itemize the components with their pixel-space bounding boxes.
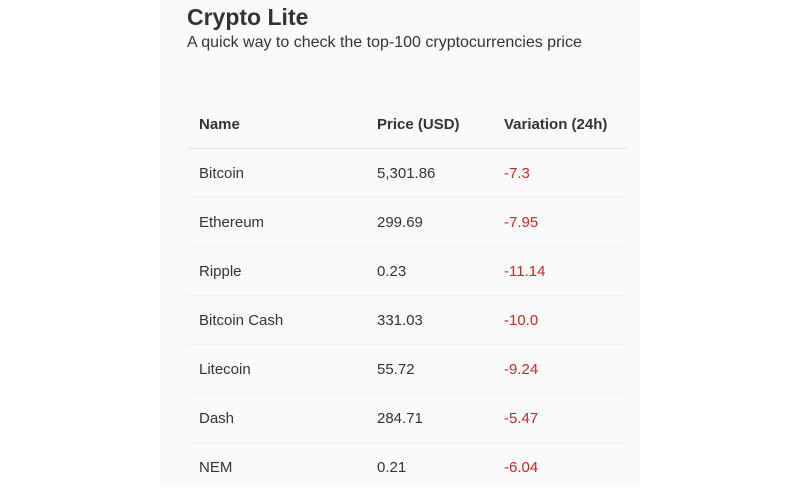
- table-row: Ethereum 299.69 -7.95: [187, 198, 628, 247]
- table-row: Bitcoin Cash 331.03 -10.0: [187, 296, 628, 345]
- coin-variation: -7.3: [492, 149, 628, 198]
- coin-price: 5,301.86: [365, 149, 492, 198]
- column-header-name: Name: [187, 100, 365, 149]
- app-subtitle: A quick way to check the top-100 cryptoc…: [187, 33, 582, 53]
- coin-name: Bitcoin Cash: [187, 296, 365, 345]
- coin-variation: -6.04: [492, 443, 628, 491]
- table-row: Ripple 0.23 -11.14: [187, 247, 628, 296]
- table-row: Dash 284.71 -5.47: [187, 394, 628, 443]
- table-row: Bitcoin 5,301.86 -7.3: [187, 149, 628, 198]
- coin-name: Dash: [187, 394, 365, 443]
- column-header-price: Price (USD): [365, 100, 492, 149]
- coin-name: Bitcoin: [187, 149, 365, 198]
- table-row: NEM 0.21 -6.04: [187, 443, 628, 491]
- coin-name: Litecoin: [187, 345, 365, 394]
- coin-name: Ripple: [187, 247, 365, 296]
- coin-price: 331.03: [365, 296, 492, 345]
- column-header-variation: Variation (24h): [492, 100, 628, 149]
- coin-variation: -10.0: [492, 296, 628, 345]
- coin-name: NEM: [187, 443, 365, 491]
- app-header: Crypto Lite A quick way to check the top…: [187, 4, 582, 53]
- coin-variation: -5.47: [492, 394, 628, 443]
- coin-name: Ethereum: [187, 198, 365, 247]
- table-header-row: Name Price (USD) Variation (24h): [187, 100, 628, 149]
- app-title: Crypto Lite: [187, 4, 582, 30]
- crypto-price-table: Name Price (USD) Variation (24h) Bitcoin…: [187, 100, 628, 491]
- coin-price: 299.69: [365, 198, 492, 247]
- table-row: Litecoin 55.72 -9.24: [187, 345, 628, 394]
- coin-price: 0.23: [365, 247, 492, 296]
- coin-price: 284.71: [365, 394, 492, 443]
- coin-variation: -7.95: [492, 198, 628, 247]
- coin-variation: -11.14: [492, 247, 628, 296]
- coin-price: 0.21: [365, 443, 492, 491]
- coin-price: 55.72: [365, 345, 492, 394]
- coin-variation: -9.24: [492, 345, 628, 394]
